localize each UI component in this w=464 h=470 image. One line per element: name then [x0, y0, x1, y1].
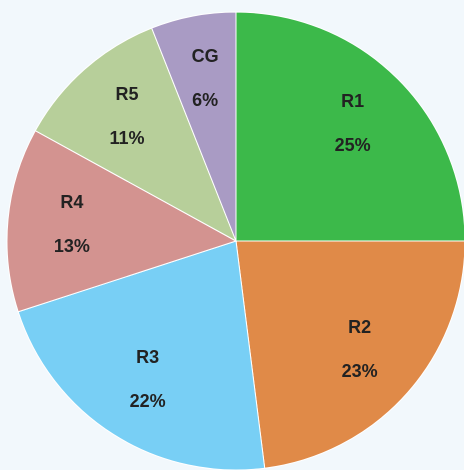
slice-value-label: 11% [109, 128, 144, 148]
slice-value-label: 25% [335, 135, 371, 155]
slice-value-label: 13% [54, 236, 90, 256]
slice-label: R2 [348, 317, 371, 337]
slice-label: CG [192, 46, 219, 66]
pie-slice [151, 11, 237, 242]
pie-slice [235, 240, 464, 469]
slice-value-label: 22% [130, 391, 166, 411]
slice-label: R3 [136, 347, 159, 367]
slice-value-label: 23% [342, 361, 378, 381]
pie-slice [235, 11, 464, 242]
slice-label: R4 [60, 192, 83, 212]
slice-value-label: 6% [192, 90, 218, 110]
pie-slice [34, 27, 237, 243]
pie-slice [6, 129, 238, 313]
slice-label: R5 [115, 84, 138, 104]
slice-label: R1 [341, 91, 364, 111]
